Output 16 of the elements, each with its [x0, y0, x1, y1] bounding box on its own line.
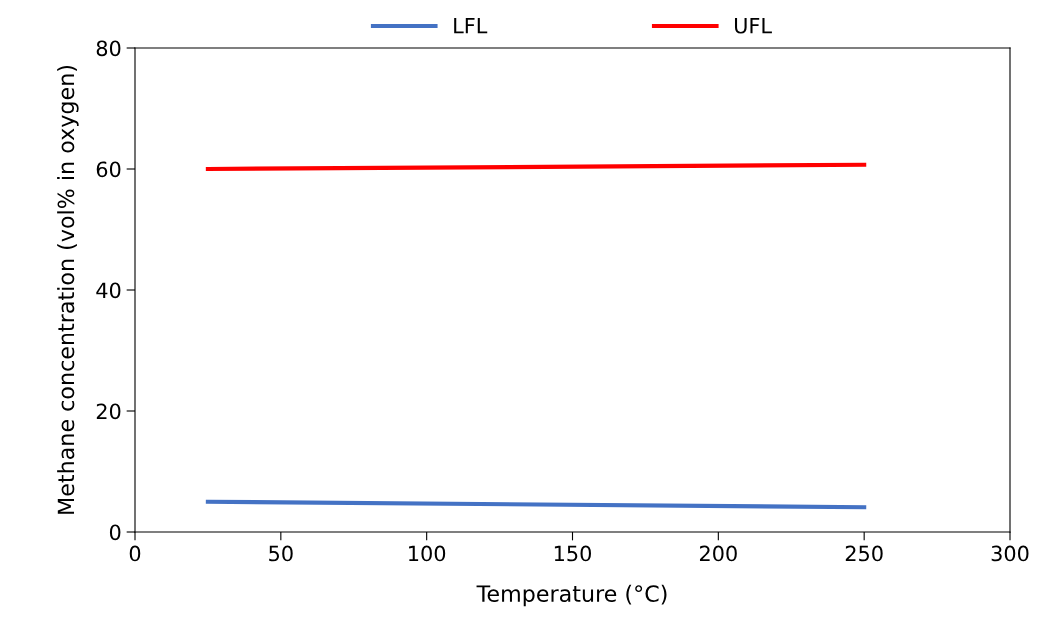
legend-label: UFL: [734, 18, 772, 34]
x-tick-label: 50: [269, 545, 293, 562]
y-tick-label: 0: [109, 524, 121, 541]
x-axis-title: Temperature (°C): [476, 584, 667, 607]
x-tick-label: 300: [991, 545, 1029, 562]
x-tick-label: 150: [554, 545, 591, 562]
x-tick-label: 200: [699, 545, 737, 562]
y-tick-label: 80: [96, 40, 121, 57]
x-tick-label: 100: [409, 545, 446, 562]
x-tick-label: 0: [129, 545, 141, 562]
y-tick-label: 40: [96, 282, 121, 299]
y-tick-label: 20: [96, 403, 121, 420]
x-tick-label: 250: [845, 545, 883, 562]
y-tick-label: 60: [96, 161, 121, 178]
legend-label: LFL: [454, 18, 488, 34]
y-axis-title: Methane concentration (vol% in oxygen): [57, 65, 79, 514]
